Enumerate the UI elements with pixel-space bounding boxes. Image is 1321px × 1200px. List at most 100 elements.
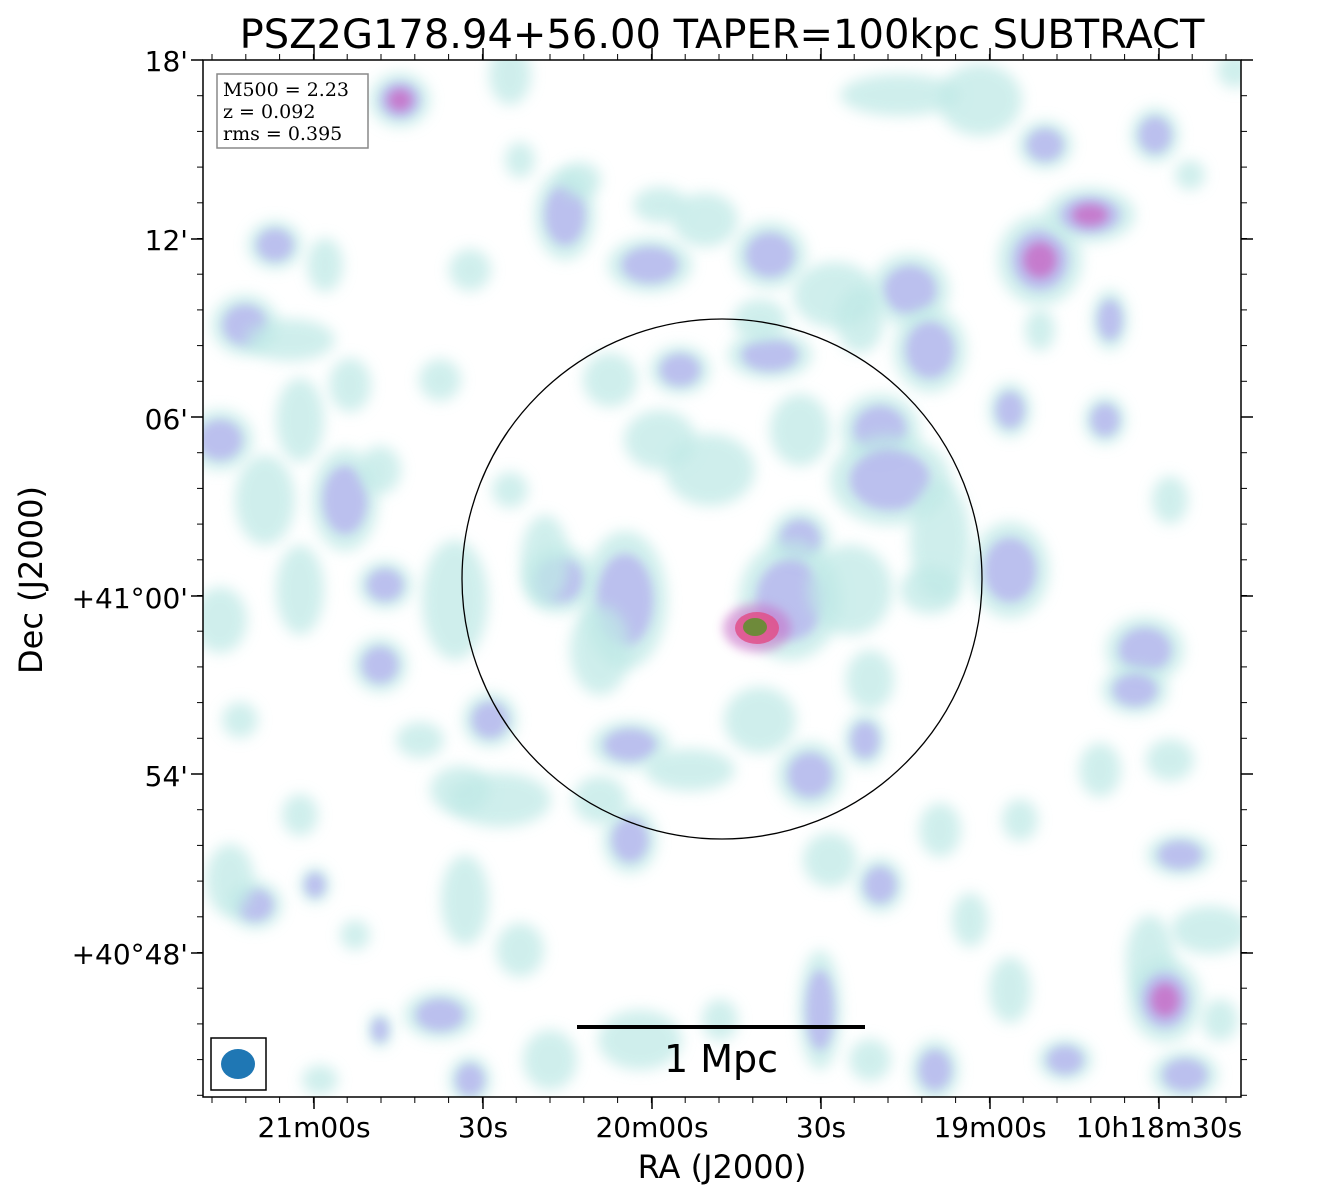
info-line-redshift: z = 0.092 [223,101,315,123]
emission-halo [523,1030,577,1090]
emission-halo [808,545,892,635]
y-tick-label: 12' [145,224,188,257]
emission-map [203,60,1241,1097]
emission-blob [788,753,832,797]
emission-halo [1171,906,1241,954]
emission-blob [660,354,700,386]
y-tick-label: 06' [145,403,188,436]
y-tick-label: +41°00' [72,582,188,615]
x-tick-label: 21m00s [257,1111,370,1144]
emission-blob [1027,129,1063,161]
emission-peak [1150,983,1180,1017]
emission-blob [1113,674,1157,706]
y-tick-labels: 18' 12' 06' +41°00' 54' +40°48' [72,45,188,971]
emission-halo [496,923,544,977]
emission-halo [1002,799,1038,841]
emission-halo [276,378,324,462]
emission-blob [906,322,954,378]
emission-blob [742,339,798,371]
emission-halo [1202,999,1238,1041]
emission-halo [505,142,535,178]
emission-blob [612,818,648,862]
emission-halo [419,359,461,401]
info-line-rms: rms = 0.395 [223,123,342,145]
emission-halo [396,722,444,758]
emission-halo [1146,739,1194,781]
scale-bar: 1 Mpc [577,1025,865,1081]
emission-halo [840,74,960,116]
info-box: M500 = 2.23 z = 0.092 rms = 0.395 [216,73,369,149]
y-tick-label: 18' [145,45,188,78]
emission-halo [919,803,961,857]
emission-blob [305,873,325,897]
emission-blob [456,1064,484,1096]
emission-blob [1098,300,1122,340]
emission-blob [416,999,464,1031]
plot-title: PSZ2G178.94+56.00 TAPER=100kpc SUBTRACT [240,12,1205,58]
emission-blob [367,569,403,601]
emission-halo [836,287,884,353]
emission-blob [1047,1046,1083,1074]
emission-blob [203,420,242,460]
emission-halo [672,193,738,247]
emission-halo [583,353,637,407]
emission-blob [1119,628,1171,672]
emission-halo [624,410,696,470]
emission-halo [307,238,343,292]
emission-blob [746,233,794,277]
emission-halo [938,64,1022,136]
emission-halo [1025,309,1055,351]
emission-halo [359,446,401,494]
plot-frame [202,59,1242,1098]
emission-blob [984,538,1036,602]
emission-halo [952,893,988,947]
emission-blob [919,1050,951,1090]
emission-blob [545,185,585,245]
emission-halo [645,749,735,791]
emission-blob [257,229,293,261]
r500-circle [461,318,983,840]
emission-halo [302,1065,338,1095]
emission-halo [559,162,601,198]
emission-halo [573,776,627,824]
y-axis-label: Dec (J2000) [12,486,50,674]
emission-halo [846,650,894,710]
beam-ellipse [221,1049,255,1079]
x-tick-label: 30s [458,1111,508,1144]
emission-blob [622,247,678,283]
emission-blob [323,466,367,534]
emission-halo [733,299,787,341]
emission-halo [245,319,335,361]
emission-peak [1072,204,1108,226]
x-tick-label: 30s [796,1111,846,1144]
x-tick-label: 10h18m30s [1076,1111,1243,1144]
emission-blob [850,450,930,510]
emission-halo [1152,476,1188,524]
emission-blob [884,266,936,314]
emission-halo [329,358,371,412]
emission-blob [864,867,896,903]
emission-peak [388,89,412,111]
x-tick-label: 19m00s [933,1111,1046,1144]
emission-halo [702,999,738,1041]
emission-blob [362,647,398,683]
emission-blob [1091,404,1119,436]
y-tick-label: +40°48' [72,938,188,971]
emission-halo [1079,743,1121,797]
emission-halo [203,587,247,653]
emission-halo [206,844,254,916]
compact-source [723,604,791,652]
emission-blob [372,1018,388,1042]
emission-halo [1217,60,1241,88]
emission-blob [996,392,1024,428]
emission-blob [1163,1059,1207,1091]
emission-halo [441,855,489,945]
scale-bar-label: 1 Mpc [664,1037,778,1081]
emission-halo [449,249,491,291]
emission-halo [222,702,258,738]
emission-halo [430,766,490,814]
emission-halo [492,472,528,508]
emission-halo [1175,160,1205,190]
emission-halo [724,687,796,753]
